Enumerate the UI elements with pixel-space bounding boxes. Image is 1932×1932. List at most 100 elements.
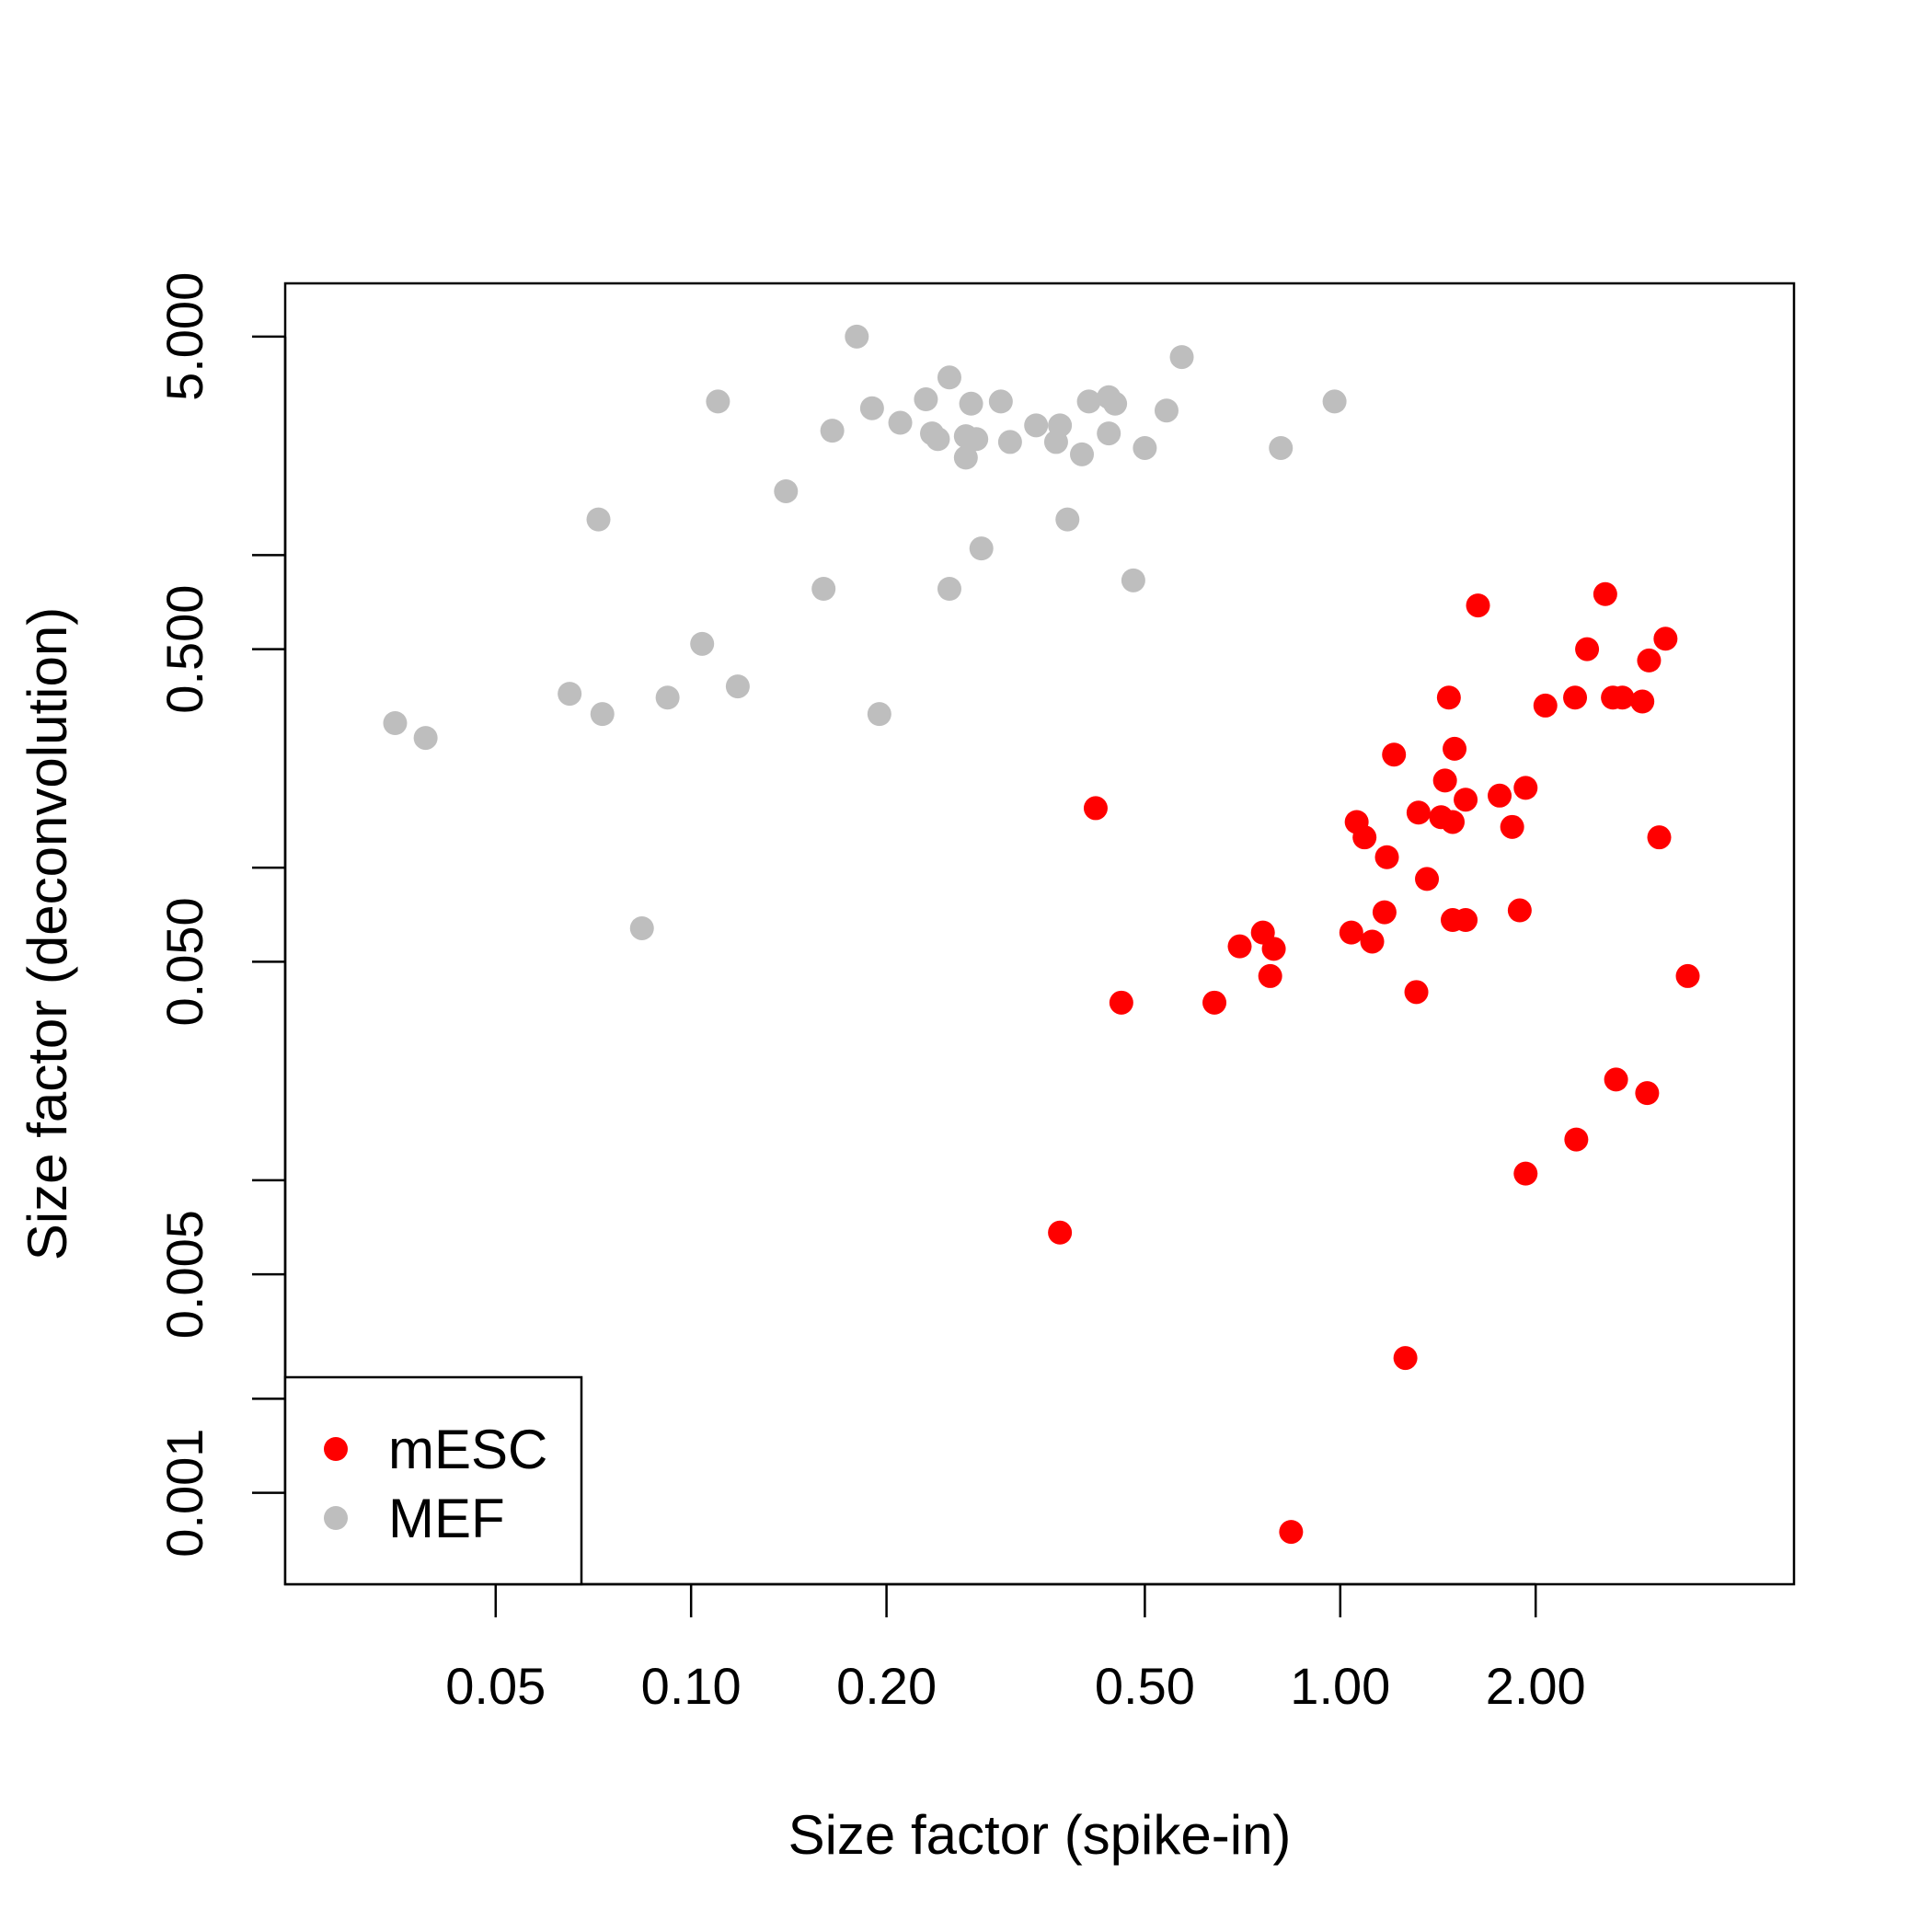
point-mef <box>725 674 750 699</box>
point-mef <box>937 577 961 602</box>
point-mef <box>888 410 913 435</box>
point-mef <box>1133 435 1157 460</box>
point-mesc <box>1593 581 1617 606</box>
legend-marker-mesc <box>324 1437 348 1461</box>
point-mesc <box>1488 783 1512 808</box>
point-mesc <box>1441 810 1466 834</box>
point-mef <box>590 702 615 727</box>
x-axis-title: Size factor (spike-in) <box>788 1804 1292 1866</box>
point-mef <box>1097 421 1121 446</box>
point-mesc <box>1635 1081 1660 1106</box>
point-mesc <box>1374 845 1399 869</box>
point-mesc <box>1513 776 1538 800</box>
point-mesc <box>1436 685 1461 710</box>
point-mesc <box>1339 920 1363 945</box>
point-mesc <box>1454 908 1478 933</box>
point-mesc <box>1466 593 1490 618</box>
x-tick-label: 2.00 <box>1486 1657 1586 1715</box>
point-mef <box>586 507 611 532</box>
point-mesc <box>1604 1067 1628 1092</box>
point-mesc <box>1533 693 1558 718</box>
legend-label-mef: MEF <box>388 1488 505 1549</box>
legend: mESC MEF <box>283 1375 583 1586</box>
point-mef <box>867 702 891 727</box>
point-mesc <box>1675 963 1700 988</box>
point-mef <box>997 430 1022 454</box>
y-axis: 0.001 0.005 0.050 0.500 5.000 <box>155 272 287 1558</box>
point-mef <box>690 631 715 656</box>
point-mesc <box>1393 1346 1418 1371</box>
point-mesc <box>1563 685 1588 710</box>
point-mef <box>558 682 582 707</box>
x-tick-label: 0.50 <box>1095 1657 1195 1715</box>
x-tick-label: 0.10 <box>641 1657 742 1715</box>
y-tick-label: 5.000 <box>155 272 213 401</box>
point-mef <box>1121 568 1145 592</box>
point-mesc <box>1360 929 1385 954</box>
y-axis-title: Size factor (deconvolution) <box>17 607 78 1260</box>
point-mesc <box>1202 990 1227 1015</box>
y-tick-label: 0.001 <box>155 1429 213 1558</box>
point-mesc <box>1575 637 1600 661</box>
x-tick-label: 0.05 <box>445 1657 546 1715</box>
point-mesc <box>1564 1127 1589 1152</box>
point-mef <box>959 391 983 416</box>
point-mesc <box>1109 990 1133 1015</box>
point-mef <box>969 536 994 561</box>
point-mef <box>811 577 836 602</box>
legend-box <box>283 1375 583 1586</box>
point-mesc <box>1647 825 1672 850</box>
point-mef <box>1076 389 1101 414</box>
point-mesc <box>1610 685 1635 710</box>
point-mesc <box>1432 768 1457 793</box>
point-mesc <box>1258 963 1282 988</box>
point-mef <box>1043 430 1068 454</box>
point-mef <box>1070 442 1095 466</box>
point-mesc <box>1630 689 1655 714</box>
points-layer <box>383 324 1700 1545</box>
x-tick-label: 1.00 <box>1290 1657 1390 1715</box>
point-mesc <box>1279 1520 1304 1545</box>
point-mesc <box>1083 796 1108 821</box>
x-tick-label: 0.20 <box>836 1657 937 1715</box>
point-mesc <box>1372 900 1397 925</box>
x-axis: 0.05 0.10 0.20 0.50 1.00 2.00 <box>445 1582 1586 1715</box>
point-mef <box>1322 389 1347 414</box>
point-mesc <box>1048 1220 1073 1245</box>
point-mesc <box>1261 937 1286 961</box>
point-mesc <box>1653 627 1678 651</box>
point-mef <box>914 387 938 412</box>
point-mef <box>937 365 961 390</box>
point-mef <box>1169 345 1194 370</box>
point-mesc <box>1352 825 1377 850</box>
point-mesc <box>1415 867 1440 891</box>
point-mef <box>926 427 950 452</box>
point-mesc <box>1443 736 1467 761</box>
point-mef <box>383 710 408 735</box>
point-mesc <box>1637 648 1662 673</box>
point-mef <box>655 685 680 710</box>
point-mesc <box>1500 814 1524 839</box>
point-mef <box>820 419 845 443</box>
point-mesc <box>1404 980 1429 1005</box>
point-mef <box>845 324 869 349</box>
point-mef <box>413 726 438 751</box>
point-mef <box>964 427 989 452</box>
point-mesc <box>1227 934 1252 959</box>
y-tick-label: 0.050 <box>155 897 213 1026</box>
point-mesc <box>1513 1161 1538 1186</box>
point-mef <box>774 478 799 503</box>
point-mesc <box>1454 788 1478 812</box>
point-mef <box>706 389 730 414</box>
point-mef <box>988 389 1013 414</box>
point-mef <box>1154 398 1179 423</box>
point-mef <box>1055 507 1080 532</box>
point-mesc <box>1382 742 1407 767</box>
legend-marker-mef <box>324 1506 348 1530</box>
y-tick-label: 0.500 <box>155 585 213 714</box>
point-mef <box>1103 391 1128 416</box>
point-mef <box>1269 435 1294 460</box>
point-mesc <box>1406 800 1431 825</box>
